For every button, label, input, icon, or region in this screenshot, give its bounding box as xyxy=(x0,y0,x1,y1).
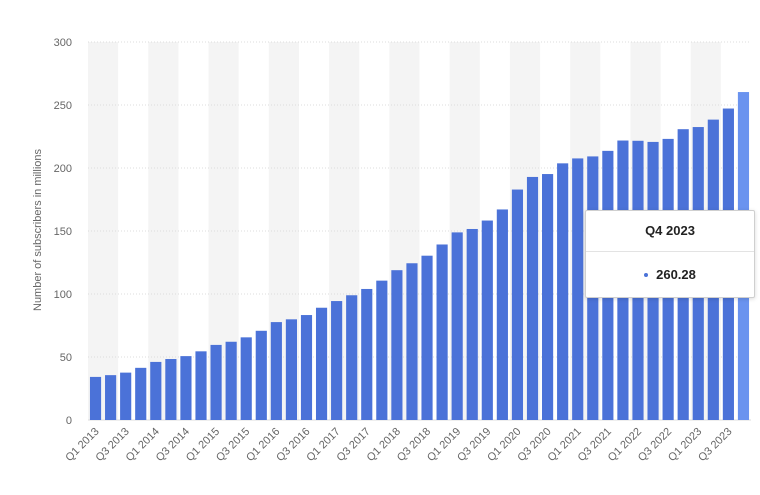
bar[interactable] xyxy=(120,372,132,420)
bar[interactable] xyxy=(451,232,463,420)
bar[interactable] xyxy=(315,307,328,420)
bar[interactable] xyxy=(572,158,584,420)
bar[interactable] xyxy=(557,163,569,420)
bar[interactable] xyxy=(346,295,358,420)
bar[interactable] xyxy=(511,189,524,420)
bar[interactable] xyxy=(89,376,102,420)
bar[interactable] xyxy=(331,301,343,420)
bar[interactable] xyxy=(526,176,539,420)
y-tick-label: 0 xyxy=(66,415,72,427)
y-tick-label: 100 xyxy=(54,289,72,301)
bar[interactable] xyxy=(406,263,418,420)
bar[interactable] xyxy=(180,356,192,420)
tooltip-value: 260.28 xyxy=(656,267,696,282)
x-tick-label: Q3 2023 xyxy=(696,426,734,464)
y-tick-label: 250 xyxy=(54,100,72,112)
y-axis-ticks: 0 50 100 150 200 250 300 xyxy=(54,37,72,427)
bar[interactable] xyxy=(240,337,252,420)
tooltip-title: Q4 2023 xyxy=(586,211,754,252)
bar[interactable] xyxy=(255,330,267,420)
bar[interactable] xyxy=(361,288,373,420)
bar[interactable] xyxy=(481,220,493,420)
y-tick-label: 150 xyxy=(54,226,72,238)
bar[interactable] xyxy=(466,228,478,420)
bar[interactable] xyxy=(225,341,237,420)
bar[interactable] xyxy=(542,174,554,420)
bar[interactable] xyxy=(165,359,177,420)
y-tick-label: 50 xyxy=(60,352,72,364)
bar[interactable] xyxy=(135,367,147,420)
tooltip-row: 260.28 xyxy=(586,252,754,297)
bar[interactable] xyxy=(285,319,297,420)
bar[interactable] xyxy=(300,315,313,420)
tooltip: Q4 2023 260.28 xyxy=(585,210,755,298)
y-axis-title: Number of subscribers in millions xyxy=(32,149,44,311)
bar[interactable] xyxy=(150,361,162,420)
bar[interactable] xyxy=(391,270,403,420)
bar[interactable] xyxy=(210,344,222,420)
y-tick-label: 200 xyxy=(54,163,72,175)
series-dot-icon xyxy=(644,272,649,277)
bar[interactable] xyxy=(105,375,117,420)
bar[interactable] xyxy=(270,322,282,420)
bar[interactable] xyxy=(496,209,508,420)
bar[interactable] xyxy=(195,351,207,420)
bar[interactable] xyxy=(376,280,388,420)
y-tick-label: 300 xyxy=(54,37,72,49)
bar[interactable] xyxy=(421,255,433,420)
bar[interactable] xyxy=(436,244,448,420)
